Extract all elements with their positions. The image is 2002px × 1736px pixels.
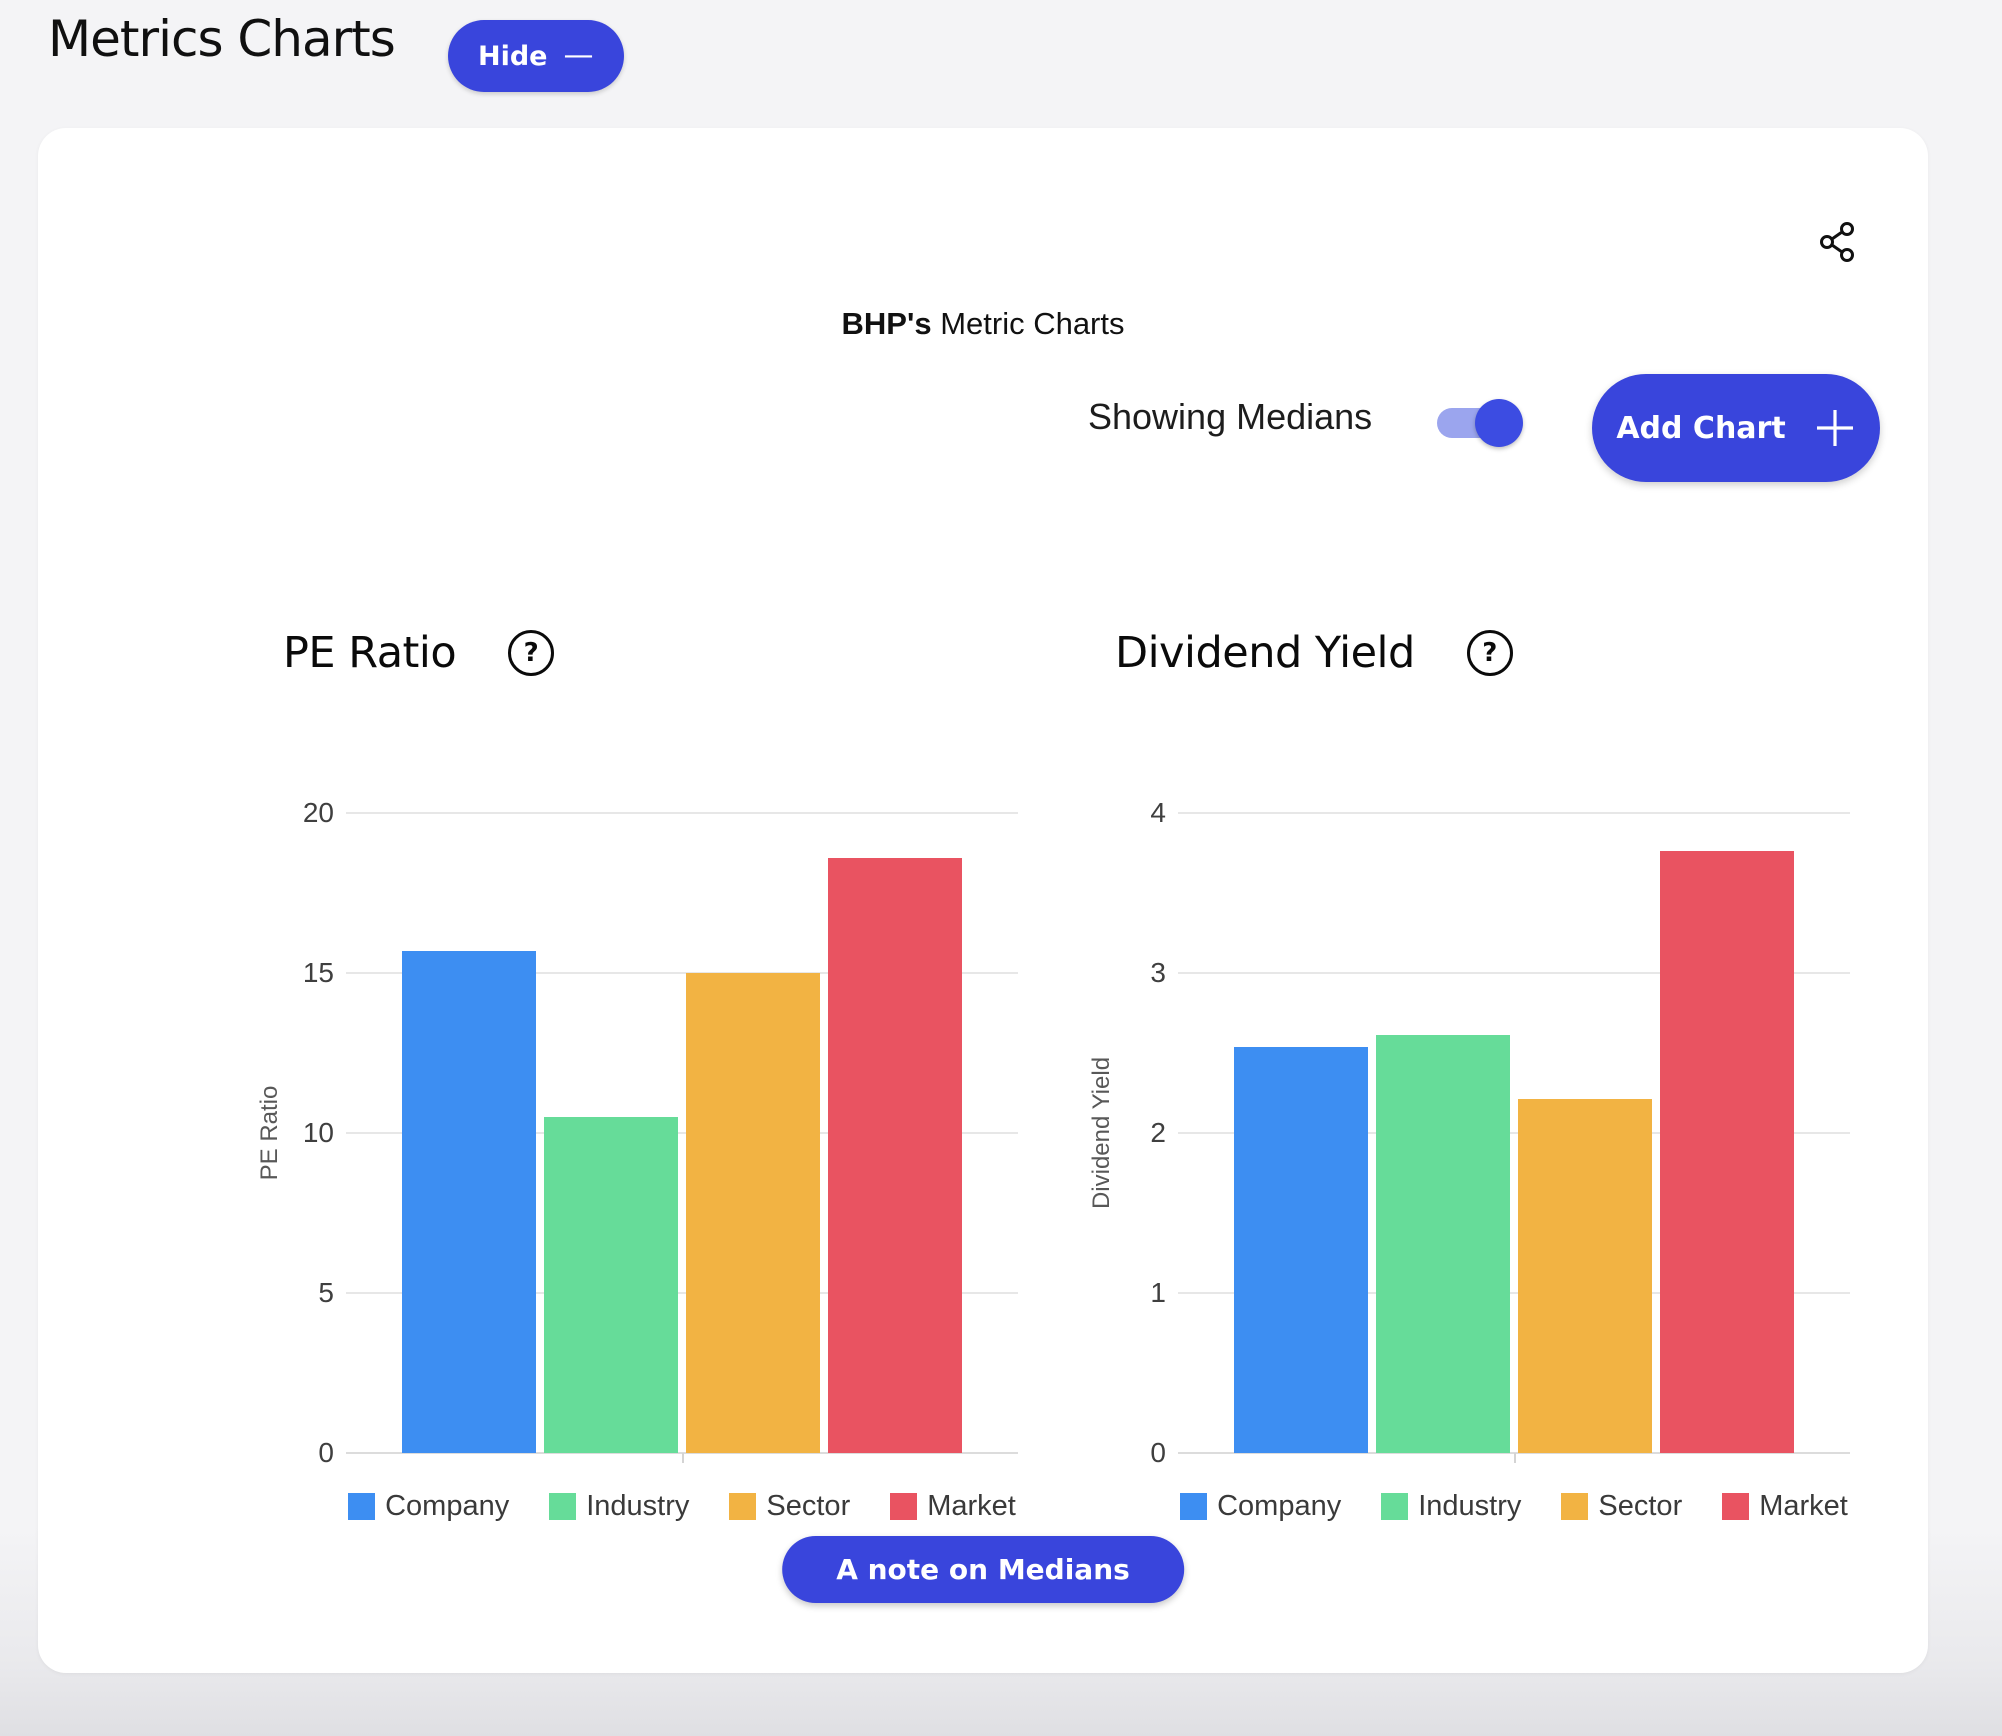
legend-label: Industry xyxy=(586,1490,690,1522)
share-icon[interactable] xyxy=(1816,220,1860,264)
y-tick-label: 2 xyxy=(1150,1117,1166,1148)
bar-sector[interactable] xyxy=(686,973,820,1453)
y-axis-ticks: 0 5 10 15 20 xyxy=(228,797,334,1468)
legend-item-market[interactable]: Market xyxy=(1722,1490,1848,1523)
legend-swatch xyxy=(1561,1493,1589,1520)
y-tick-label: 5 xyxy=(318,1277,334,1308)
legend-swatch xyxy=(890,1493,918,1520)
x-axis-tick xyxy=(1514,1453,1516,1463)
legend-label: Industry xyxy=(1418,1490,1522,1522)
chart-head: PE Ratio ? xyxy=(283,628,555,678)
medians-toggle[interactable] xyxy=(1437,399,1523,447)
legend-item-sector[interactable]: Sector xyxy=(1561,1490,1682,1523)
chart-pe-ratio: PE Ratio ? PE Ratio 0 5 10 15 20 Company Indu… xyxy=(228,628,1058,1558)
legend-item-market[interactable]: Market xyxy=(890,1490,1016,1523)
gridline xyxy=(346,812,1018,814)
card-heading-rest: Metric Charts xyxy=(931,306,1125,341)
plot-area xyxy=(1178,812,1850,1463)
legend-label: Sector xyxy=(1598,1490,1683,1522)
legend-item-sector[interactable]: Sector xyxy=(729,1490,850,1523)
showing-medians-label: Showing Medians xyxy=(1088,396,1373,437)
legend-swatch xyxy=(348,1493,376,1520)
chart-dividend-yield: Dividend Yield ? Dividend Yield 0 1 2 3 4 Co… xyxy=(1060,628,1890,1558)
gridline xyxy=(1178,812,1850,814)
bar-sector[interactable] xyxy=(1518,1099,1652,1453)
legend: Company Industry Sector Market xyxy=(1178,1490,1850,1523)
bar-industry[interactable] xyxy=(1376,1035,1510,1453)
legend: Company Industry Sector Market xyxy=(346,1490,1018,1523)
legend-item-industry[interactable]: Industry xyxy=(549,1490,689,1523)
page-title: Metrics Charts xyxy=(48,10,396,68)
y-tick-label: 3 xyxy=(1150,957,1166,988)
legend-item-company[interactable]: Company xyxy=(348,1490,509,1523)
medians-toggle-knob[interactable] xyxy=(1475,399,1523,447)
legend-swatch xyxy=(1722,1493,1750,1520)
help-icon[interactable]: ? xyxy=(1466,630,1513,676)
bar-industry[interactable] xyxy=(544,1117,678,1453)
minus-icon: — xyxy=(563,38,594,73)
card-heading: BHP's Metric Charts xyxy=(38,306,1928,342)
help-icon[interactable]: ? xyxy=(508,630,555,676)
y-tick-label: 15 xyxy=(302,957,334,988)
chart-head: Dividend Yield ? xyxy=(1115,628,1513,678)
legend-swatch xyxy=(729,1493,757,1520)
legend-swatch xyxy=(549,1493,577,1520)
y-tick-label: 10 xyxy=(302,1117,334,1148)
add-chart-label: Add Chart xyxy=(1616,410,1786,446)
legend-label: Sector xyxy=(766,1490,851,1522)
bar-company[interactable] xyxy=(402,950,536,1453)
metrics-card: BHP's Metric Charts Showing Medians Add … xyxy=(38,128,1928,1673)
note-on-medians-button[interactable]: A note on Medians xyxy=(782,1536,1184,1603)
hide-button[interactable]: Hide — xyxy=(448,20,624,92)
legend-swatch xyxy=(1180,1493,1208,1520)
bar-market[interactable] xyxy=(828,857,962,1453)
plus-icon xyxy=(1816,410,1853,446)
y-tick-label: 0 xyxy=(1150,1437,1166,1468)
legend-swatch xyxy=(1381,1493,1409,1520)
card-heading-ticker: BHP's xyxy=(841,306,932,341)
hide-button-label: Hide xyxy=(478,40,548,72)
chart-title: PE Ratio xyxy=(283,628,457,678)
gridline xyxy=(346,1292,1018,1294)
y-tick-label: 4 xyxy=(1150,797,1166,828)
gridline xyxy=(346,1132,1018,1134)
gridline xyxy=(346,972,1018,974)
legend-label: Company xyxy=(1217,1490,1342,1522)
legend-item-company[interactable]: Company xyxy=(1180,1490,1341,1523)
add-chart-button[interactable]: Add Chart xyxy=(1592,374,1880,482)
y-tick-label: 20 xyxy=(302,797,334,828)
gridline xyxy=(1178,1292,1850,1294)
gridline xyxy=(1178,1132,1850,1134)
plot-area xyxy=(346,812,1018,1463)
legend-label: Market xyxy=(1759,1490,1848,1522)
legend-label: Company xyxy=(385,1490,510,1522)
bar-company[interactable] xyxy=(1234,1046,1368,1453)
legend-label: Market xyxy=(927,1490,1016,1522)
x-axis-tick xyxy=(682,1453,684,1463)
y-tick-label: 0 xyxy=(318,1437,334,1468)
bar-market[interactable] xyxy=(1660,851,1794,1453)
chart-title: Dividend Yield xyxy=(1115,628,1415,678)
legend-item-industry[interactable]: Industry xyxy=(1381,1490,1521,1523)
gridline xyxy=(1178,972,1850,974)
y-axis-ticks: 0 1 2 3 4 xyxy=(1060,797,1166,1468)
y-tick-label: 1 xyxy=(1150,1277,1166,1308)
